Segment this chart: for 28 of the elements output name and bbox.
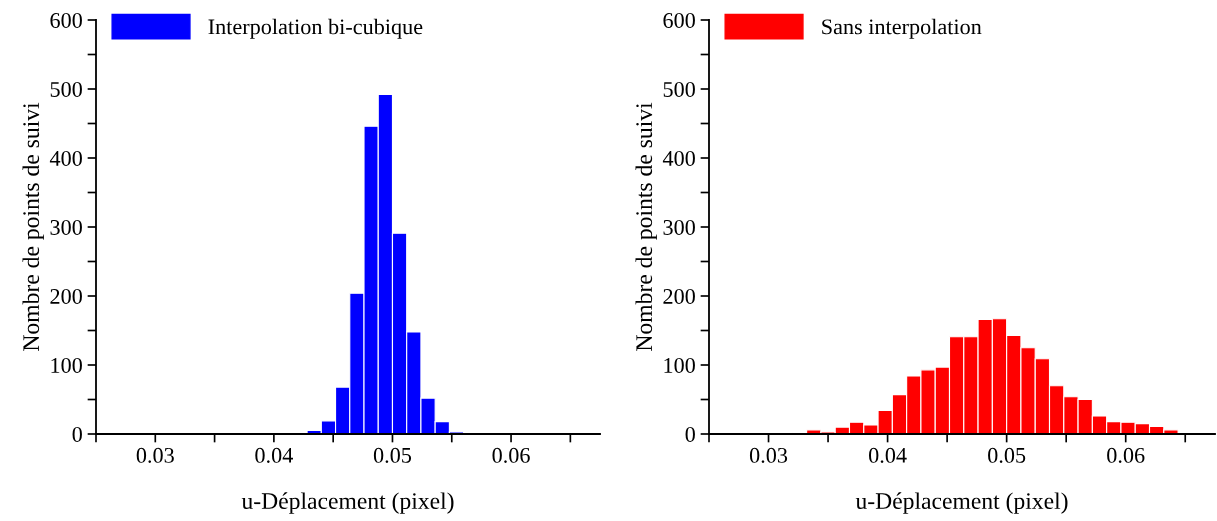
y-tick-label: 500	[50, 81, 82, 97]
legend-label: Interpolation bi-cubique	[208, 18, 423, 39]
y-tick-label: 500	[663, 81, 695, 97]
y-tick-label: 300	[663, 219, 695, 235]
x-tick-label: 0.06	[492, 447, 530, 463]
y-axis-title: Nombre de points de suivi	[635, 102, 657, 351]
y-tick-label: 300	[50, 219, 82, 235]
x-tick-label: 0.03	[749, 447, 788, 463]
x-axis-title: u-Déplacement (pixel)	[241, 492, 454, 514]
x-tick-label: 0.05	[988, 447, 1026, 463]
x-axis-title: u-Déplacement (pixel)	[855, 492, 1068, 514]
x-tick-label: 0.04	[868, 447, 907, 463]
y-tick-label: 0	[72, 426, 82, 442]
x-tick-label: 0.06	[1107, 447, 1145, 463]
y-axis-title: Nombre de points de suivi	[22, 102, 44, 351]
x-tick-label: 0.04	[255, 447, 293, 463]
y-tick-label: 600	[50, 12, 82, 28]
x-tick-label: 0.03	[136, 447, 174, 463]
y-tick-label: 0	[685, 426, 695, 442]
y-tick-label: 200	[663, 288, 695, 304]
y-tick-label: 400	[49, 150, 82, 166]
legend-label: Sans interpolation	[822, 18, 982, 39]
y-tick-label: 100	[51, 357, 82, 373]
y-tick-label: 400	[662, 150, 695, 166]
y-tick-label: 200	[50, 288, 82, 304]
x-tick-label: 0.05	[373, 447, 412, 463]
y-tick-label: 100	[664, 357, 695, 373]
y-tick-label: 600	[663, 12, 695, 28]
